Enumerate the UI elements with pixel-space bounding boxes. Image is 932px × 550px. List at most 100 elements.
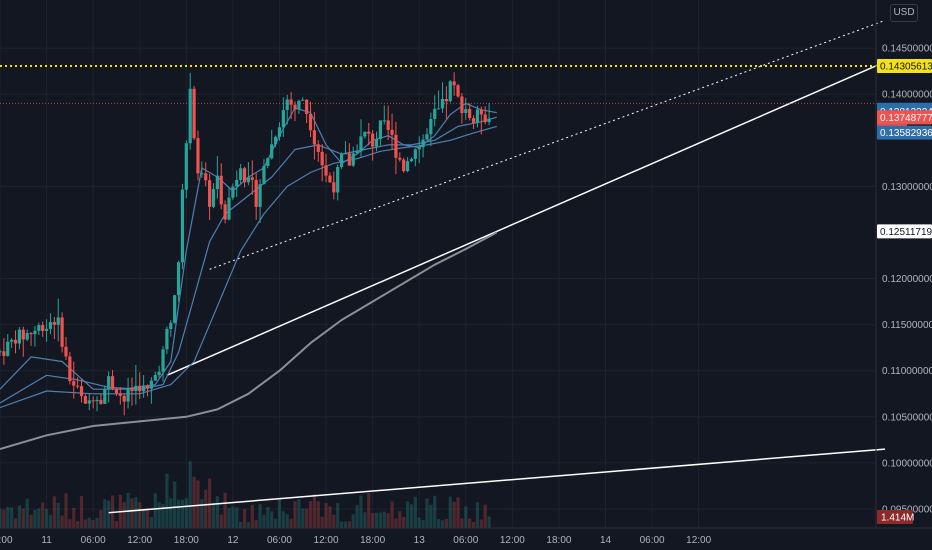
candle-body <box>374 139 379 147</box>
candle-body <box>371 133 375 147</box>
volume-bar <box>103 499 107 528</box>
volume-bar <box>448 496 452 528</box>
y-tick-label: 0.11000000 <box>882 366 932 377</box>
candle-body <box>56 317 60 325</box>
price-label-box <box>877 110 932 125</box>
volume-bar <box>25 498 29 528</box>
candle-body <box>21 329 25 340</box>
candle-body <box>483 114 487 123</box>
volume-bar <box>153 493 157 528</box>
candle-body <box>161 349 165 372</box>
candle-body <box>2 351 6 356</box>
volume-bar <box>324 503 328 528</box>
volume-label-box <box>877 510 913 524</box>
volume-bar <box>475 502 480 528</box>
volume-bar <box>452 501 456 528</box>
volume-bar <box>107 500 111 528</box>
candle-body <box>118 393 122 396</box>
volume-bar <box>130 498 134 528</box>
volume-bar <box>258 504 262 528</box>
candle-body <box>355 151 359 154</box>
candle-body <box>258 184 262 207</box>
candle-body <box>48 322 53 329</box>
candle-body <box>409 158 414 162</box>
volume-bar <box>289 518 293 528</box>
volume-bar <box>242 509 247 528</box>
trendlines[interactable] <box>0 19 886 514</box>
volume-bar <box>347 521 351 528</box>
y-tick-label: 0.13000000 <box>882 182 932 193</box>
currency-label[interactable]: USD <box>890 4 918 22</box>
candle-body <box>464 108 468 114</box>
volume-bar <box>332 514 336 528</box>
candle-body <box>382 120 386 122</box>
volume-bar <box>262 514 266 528</box>
candle-body <box>429 118 433 135</box>
candle-body <box>293 104 297 110</box>
volume-bar <box>180 499 185 528</box>
price-label-last: 0.13748777 <box>880 113 932 124</box>
price-labels: 0.143056130.138310000.138133240.13748777… <box>877 59 932 524</box>
candle-body <box>122 395 126 402</box>
candle-body <box>332 182 336 193</box>
candle-body <box>444 99 448 102</box>
candle-body <box>103 389 107 404</box>
candle-body <box>250 177 254 180</box>
volume-bar <box>328 506 332 528</box>
candle-body <box>378 120 382 140</box>
volume-bar <box>405 501 410 528</box>
volume-bar <box>91 520 95 528</box>
volume-bar <box>122 502 126 528</box>
volume-bar <box>87 517 91 528</box>
candle-body <box>0 351 2 353</box>
volume-bar <box>138 502 142 528</box>
volume-bar <box>142 508 146 528</box>
time-axis[interactable]: 18:00 11 06:00 12:00 18:00 12 06:00 12:00 18:00 1… <box>0 535 712 546</box>
candle-body <box>301 99 305 101</box>
candle-body <box>169 322 173 329</box>
grid <box>0 0 876 528</box>
volume-bar <box>402 516 406 528</box>
volume-bar <box>464 506 468 528</box>
candle-body <box>359 136 363 152</box>
candle-body <box>192 88 196 139</box>
volume-bar <box>440 520 445 528</box>
volume-bar <box>157 502 161 528</box>
volume-bar <box>0 508 2 528</box>
candle-body <box>316 144 320 152</box>
volume-bar <box>437 519 441 528</box>
candle-body <box>196 138 200 174</box>
volume-bar <box>83 519 87 528</box>
volume-bar <box>363 512 367 528</box>
candle-body <box>114 388 119 394</box>
volume-bar <box>398 511 402 528</box>
volume-bar <box>99 509 103 528</box>
price-label-box <box>877 224 932 239</box>
volume-bar <box>41 502 45 528</box>
volume-bar <box>254 520 258 528</box>
candle-body <box>270 144 274 159</box>
volume-bar <box>76 521 80 528</box>
candle-body <box>110 376 115 389</box>
candle-body <box>437 108 441 110</box>
candle-body <box>487 118 491 123</box>
volume-label: 1.414M <box>881 513 914 524</box>
candle-body <box>184 143 188 190</box>
volume-bar <box>382 511 386 528</box>
volume-bar <box>277 497 282 528</box>
volume-bar <box>460 518 464 528</box>
candle-body <box>394 134 398 158</box>
candle-body <box>246 177 251 183</box>
price-label-resistance: 0.14305613 <box>880 62 932 73</box>
volume-bar <box>184 498 188 528</box>
volume-bar <box>13 518 18 528</box>
x-tick-label: 12:00 <box>127 535 152 546</box>
volume-bar <box>336 502 340 528</box>
y-tick-label: 0.10500000 <box>882 412 932 423</box>
volume-bar <box>37 508 41 528</box>
volume-bar <box>374 512 379 528</box>
volume-bar <box>64 493 68 528</box>
volume-bar <box>487 516 491 528</box>
volume-bar <box>285 514 289 528</box>
